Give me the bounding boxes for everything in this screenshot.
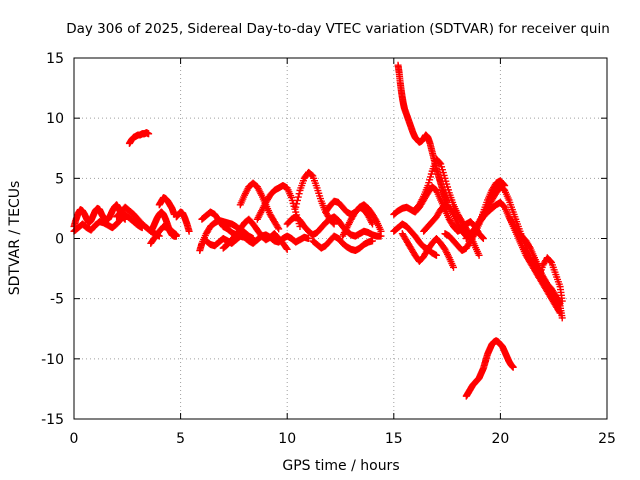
- x-tick-label: 15: [385, 431, 403, 447]
- x-axis-label: GPS time / hours: [282, 458, 399, 474]
- data-point: [558, 297, 566, 305]
- y-tick-label: 0: [55, 232, 64, 248]
- series-seg-w: [398, 230, 457, 271]
- data-point: [377, 227, 385, 235]
- data-point: [294, 193, 302, 201]
- data-point: [368, 237, 376, 245]
- series-seg-h: [172, 208, 193, 235]
- data-point: [282, 244, 290, 252]
- series-seg-g: [155, 194, 178, 218]
- series-seg-ac: [505, 213, 564, 307]
- data-point: [295, 190, 303, 198]
- data-point: [368, 220, 376, 228]
- chart-title: Day 306 of 2025, Sidereal Day-to-day VTE…: [66, 21, 610, 37]
- grid-lines: [74, 58, 607, 419]
- y-axis-label: SDTVAR / TECUs: [7, 181, 23, 296]
- data-point: [478, 234, 486, 242]
- series-seg-l: [219, 215, 291, 253]
- series-seg-ad: [535, 254, 566, 305]
- y-tick-label: -5: [50, 292, 64, 308]
- data-point: [436, 159, 444, 167]
- series-seg-a: [70, 201, 129, 230]
- x-tick-label: 10: [278, 431, 296, 447]
- y-tick-label: -10: [41, 352, 64, 368]
- series-seg-q: [309, 232, 376, 255]
- data-point: [432, 251, 440, 259]
- data-point: [293, 200, 301, 208]
- series-seg-t: [394, 61, 451, 206]
- series-seg-f: [147, 222, 180, 247]
- data-point: [172, 231, 180, 239]
- y-tick-label: 5: [55, 171, 64, 187]
- data-point: [171, 230, 179, 238]
- series-seg-p: [283, 213, 385, 240]
- data-point: [305, 235, 313, 242]
- data-point: [479, 235, 487, 242]
- data-point: [509, 363, 517, 371]
- data-point: [293, 196, 301, 204]
- x-tick-label: 5: [176, 431, 185, 447]
- data-point: [283, 245, 291, 253]
- series-seg-ae: [462, 337, 517, 400]
- data-points: [70, 61, 566, 400]
- y-tick-label: 15: [46, 51, 64, 67]
- data-point: [145, 130, 153, 138]
- data-point: [292, 203, 300, 211]
- x-tick-label: 25: [598, 431, 616, 447]
- y-tick-label: 10: [46, 111, 64, 127]
- x-tick-label: 20: [491, 431, 509, 447]
- series-seg-d: [125, 129, 153, 147]
- data-point: [449, 263, 457, 271]
- data-point: [185, 227, 193, 235]
- data-point: [274, 223, 282, 231]
- data-point: [275, 225, 283, 233]
- series-seg-s: [339, 203, 376, 240]
- data-point: [330, 220, 338, 228]
- data-point: [558, 314, 566, 322]
- x-tick-label: 0: [70, 431, 79, 447]
- data-point: [475, 251, 483, 259]
- axis-ticks: 0 5 10 15 20 25 -15 -10 -5 0 5 10 15: [41, 51, 616, 447]
- y-tick-label: -15: [41, 412, 64, 428]
